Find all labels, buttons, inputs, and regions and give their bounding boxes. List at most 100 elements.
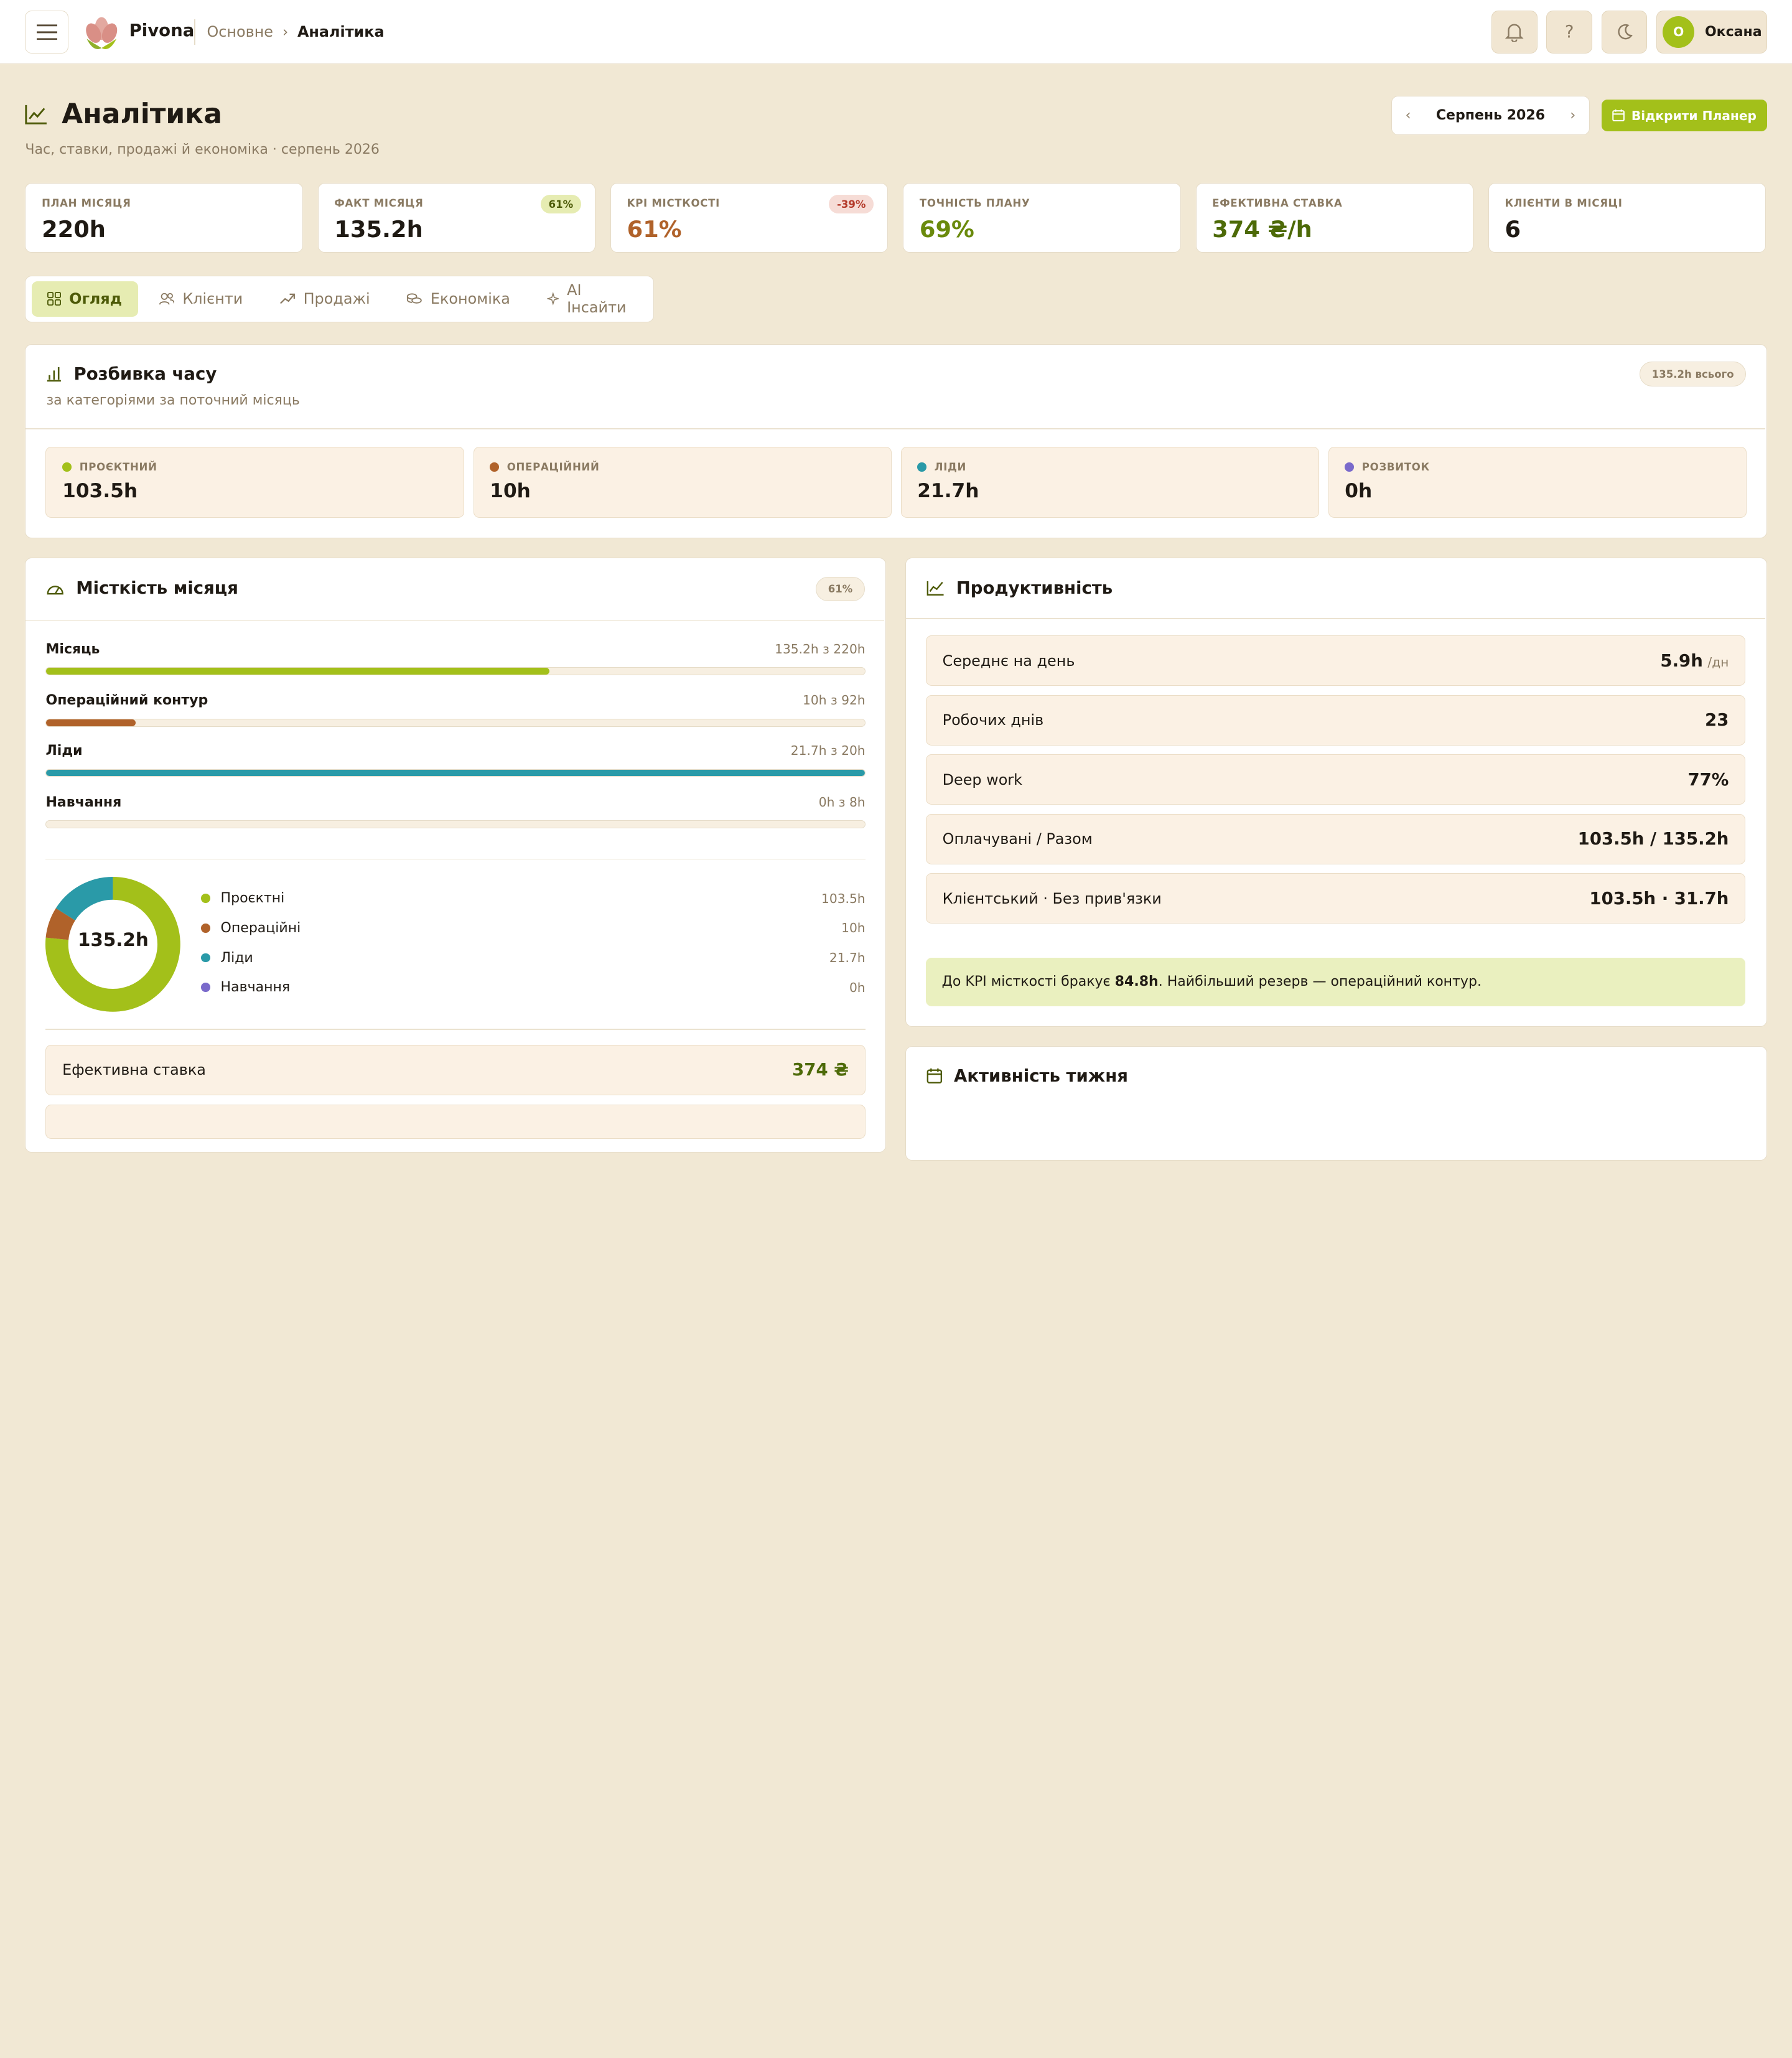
sparkle-icon [546, 292, 559, 306]
productivity-row: Клієнтський · Без прив'язки 103.5h · 31.… [925, 873, 1746, 924]
bar-label: Місяць [45, 641, 100, 657]
card-title: Розбивка часу [73, 364, 217, 385]
kpi-card-plan: ПЛАН МІСЯЦЯ 220h [25, 182, 303, 253]
divider [194, 19, 196, 45]
category-development: РОЗВИТОК 0h [1328, 447, 1747, 518]
kpi-badge: -39% [829, 195, 874, 214]
page-header: Аналітика [25, 98, 222, 130]
category-label: РОЗВИТОК [1361, 461, 1430, 474]
legend-item: Операційні 10h [201, 920, 866, 936]
capacity-badge: 61% [816, 576, 865, 602]
theme-toggle-button[interactable] [1601, 10, 1648, 54]
summary-row [45, 1104, 866, 1139]
open-planner-label: Відкрити Планер [1631, 108, 1757, 123]
chevron-right-icon[interactable]: › [1570, 108, 1576, 124]
open-planner-button[interactable]: Відкрити Планер [1601, 99, 1767, 132]
row-label: Ефективна ставка [62, 1061, 206, 1079]
tab-clients[interactable]: Клієнти [142, 281, 259, 317]
chart-line-icon [25, 105, 47, 124]
bar-value: 21.7h з 20h [790, 743, 866, 759]
tab-label: Клієнти [182, 290, 243, 308]
user-menu-button[interactable]: О Оксана [1656, 10, 1767, 54]
kpi-label: КЛІЄНТИ В МІСЯЦІ [1505, 197, 1623, 209]
kpi-label: ФАКТ МІСЯЦЯ [334, 197, 424, 209]
user-name: Оксана [1704, 24, 1762, 40]
tab-label: AI Інсайти [567, 281, 627, 317]
dot-icon [1345, 462, 1354, 472]
tab-label: Огляд [69, 290, 123, 308]
weekly-activity-card: Активність тижня [905, 1045, 1767, 1161]
row-value: 103.5h / 135.2h [1577, 829, 1729, 849]
current-month: Серпень 2026 [1435, 108, 1546, 124]
tab-economics[interactable]: Економіка [391, 281, 526, 317]
productivity-row: Робочих днів 23 [925, 695, 1746, 746]
progress-fill [46, 769, 865, 777]
capacity-bar-learning: Навчання 0h з 8h [45, 795, 866, 829]
capacity-bar-operational: Операційний контур 10h з 92h [45, 693, 866, 727]
kpi-card-capacity: KPI МІСТКОСТІ 61% -39% [610, 182, 889, 253]
tab-sales[interactable]: Продажі [263, 281, 386, 317]
legend-value: 103.5h [821, 891, 866, 906]
tab-overview[interactable]: Огляд [31, 281, 138, 317]
notifications-button[interactable] [1491, 10, 1538, 54]
kpi-value: 220h [42, 215, 106, 243]
brand-name: Pivona [129, 21, 195, 41]
category-value: 0h [1345, 480, 1373, 503]
dot-icon [201, 894, 210, 903]
kpi-card-clients: КЛІЄНТИ В МІСЯЦІ 6 [1488, 182, 1766, 253]
donut-center-value: 135.2h [77, 929, 149, 951]
category-operational: ОПЕРАЦІЙНИЙ 10h [473, 447, 892, 518]
progress-track [45, 667, 866, 675]
kpi-label: KPI МІСТКОСТІ [627, 197, 721, 209]
legend-label: Операційні [220, 920, 301, 936]
bar-value: 135.2h з 220h [775, 641, 866, 657]
progress-track [45, 820, 866, 829]
chevron-right-icon: › [282, 22, 289, 40]
dot-icon [201, 953, 210, 963]
dot-icon [490, 462, 499, 472]
row-label: Середнє на день [942, 652, 1075, 670]
menu-button[interactable] [25, 10, 69, 54]
progress-fill [46, 719, 136, 726]
kpi-value: 374 ₴/h [1212, 215, 1312, 243]
bar-label: Ліди [45, 743, 83, 759]
kpi-value: 135.2h [334, 215, 423, 243]
productivity-row: Оплачувані / Разом 103.5h / 135.2h [925, 813, 1746, 864]
kpi-value: 69% [919, 215, 974, 243]
users-icon [159, 293, 175, 305]
kpi-label: ПЛАН МІСЯЦЯ [42, 197, 131, 209]
category-label: ЛІДИ [934, 461, 967, 474]
category-label: ПРОЄКТНИЙ [79, 461, 157, 474]
dot-icon [917, 462, 926, 472]
top-bar: Pivona Основне › Аналітика ? О Оксана [0, 0, 1792, 64]
capacity-bar-month: Місяць 135.2h з 220h [45, 641, 866, 675]
row-label: Клієнтський · Без прив'язки [942, 889, 1162, 907]
kpi-hint: До KPI місткості бракує 84.8h. Найбільши… [925, 958, 1746, 1006]
category-label: ОПЕРАЦІЙНИЙ [506, 461, 600, 474]
kpi-card-fact: ФАКТ МІСЯЦЯ 135.2h 61% [317, 182, 596, 253]
bell-icon [1505, 24, 1524, 42]
breadcrumb-home[interactable]: Основне [207, 22, 273, 40]
gauge-icon [47, 585, 64, 595]
calendar-icon [926, 1069, 943, 1084]
hint-text-pre: До KPI місткості бракує [941, 974, 1111, 990]
kpi-badge: 61% [540, 195, 582, 214]
month-navigator: ‹ Серпень 2026 › [1391, 96, 1590, 135]
help-button[interactable]: ? [1546, 10, 1592, 54]
logo-icon [86, 17, 118, 49]
avatar: О [1662, 16, 1695, 49]
tab-ai-insights[interactable]: AI Інсайти [531, 281, 648, 317]
legend-label: Проєктні [220, 891, 285, 907]
productivity-row: Середнє на день 5.9h /дн [925, 635, 1746, 686]
card-title: Місткість місяця [76, 578, 238, 598]
chevron-left-icon[interactable]: ‹ [1405, 108, 1411, 124]
grid-icon [47, 292, 62, 306]
bar-value: 10h з 92h [803, 693, 866, 708]
category-project: ПРОЄКТНИЙ 103.5h [45, 447, 464, 518]
kpi-value: 6 [1505, 215, 1521, 243]
breadcrumb-current: Аналітика [297, 22, 385, 40]
row-value: 77% [1687, 769, 1729, 790]
legend-item: Навчання 0h [201, 980, 866, 995]
category-value: 103.5h [62, 480, 138, 503]
kpi-label: ЕФЕКТИВНА СТАВКА [1212, 197, 1343, 209]
